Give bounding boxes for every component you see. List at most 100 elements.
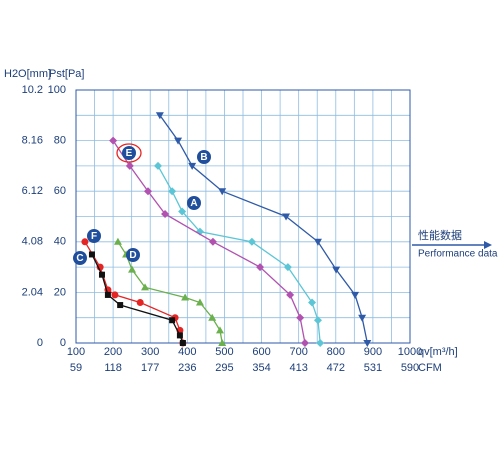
data-point [300,339,309,347]
x-tick-label: 500 [215,346,233,358]
annotation-arrowhead [484,241,492,249]
x-tick-label: 600 [252,346,270,358]
data-point [208,237,217,246]
y2-tick-label: 4.08 [22,236,43,248]
data-point [188,162,197,170]
series-line [159,114,368,344]
data-point [358,314,367,322]
plot-frame [75,89,411,344]
data-point [143,187,152,196]
data-point [308,298,317,307]
y2-tick-label: 0 [37,337,43,349]
x2-tick-label: 413 [289,362,307,374]
legend-label: D [129,250,136,261]
series-label-badge [122,146,136,160]
data-point [178,207,187,216]
data-point [169,317,176,324]
x2-tick-label: 531 [364,362,382,374]
x-label: qv[m³/h] [418,346,458,358]
data-point [161,209,170,218]
x2-tick-label: 295 [215,362,233,374]
legend-label: E [126,148,133,159]
x2-tick-label: 472 [327,362,345,374]
y-tick-label: 60 [54,185,66,197]
series-label-badge [73,251,87,265]
data-point [117,302,124,309]
series-line [157,165,321,344]
data-point [247,237,256,246]
legend-label: A [190,198,197,209]
data-point [218,188,227,196]
x2-tick-label: 354 [252,362,270,374]
data-point [363,340,372,347]
x-tick-label: 700 [289,346,307,358]
legend-label: F [91,231,97,242]
data-point [208,313,217,321]
data-point [109,136,118,145]
series-line [91,254,184,344]
x2-tick-label: 590 [401,362,419,374]
data-point [313,316,322,325]
y-label: Pst[Pa] [49,68,84,80]
data-point [113,237,122,245]
data-point [218,339,227,346]
x-tick-label: 300 [141,346,159,358]
data-point [176,332,183,339]
data-point [283,263,292,272]
data-point [179,340,186,346]
legend-label: B [200,152,207,163]
data-point [98,271,105,278]
legend-label: C [76,253,83,264]
y2-tick-label: 8.16 [22,135,43,147]
y-tick-label: 80 [54,135,66,147]
x2-tick-label: 59 [70,362,82,374]
data-point [316,339,325,347]
y-tick-label: 20 [54,286,66,298]
data-point [286,290,295,299]
series-label-badge [197,150,211,164]
data-point [296,313,305,322]
x2-tick-label: 177 [141,362,159,374]
series-label-badge [187,196,201,210]
data-point [128,265,137,273]
x2-tick-label: 236 [178,362,196,374]
annotation: Performance data [418,249,498,260]
x-tick-label: 800 [327,346,345,358]
y-label-left: H2O[mm] [4,68,51,80]
data-point [174,137,183,145]
data-point [181,293,190,301]
y2-tick-label: 6.12 [22,185,43,197]
x-tick-label: 400 [178,346,196,358]
annotation-cn: 性能数据 [418,228,462,242]
x-tick-label: 100 [67,346,85,358]
data-point [81,238,89,246]
data-point [125,161,134,170]
y-tick-label: 100 [48,84,66,96]
data-point [351,291,360,299]
x-tick-label: 900 [364,346,382,358]
data-point [136,299,144,307]
x2-tick-label: 118 [104,362,122,374]
series-label-badge [87,229,101,243]
data-point [141,283,150,291]
data-point [332,266,341,274]
y-tick-label: 40 [54,236,66,248]
series-label-badge [126,248,140,262]
x-tick-label: 1000 [398,346,422,358]
y2-tick-label: 2.04 [22,286,43,298]
y2-tick-label: 10.2 [22,84,43,96]
y-tick-label: 0 [60,337,66,349]
data-point [282,213,291,221]
data-point [215,326,224,334]
label-ring [116,143,142,163]
x-tick-label: 200 [104,346,122,358]
data-point [88,251,95,258]
data-point [155,112,164,120]
data-point [168,187,177,196]
data-point [256,263,265,272]
data-point [154,161,163,170]
data-point [195,298,204,306]
data-point [104,291,111,298]
data-point [111,291,119,299]
